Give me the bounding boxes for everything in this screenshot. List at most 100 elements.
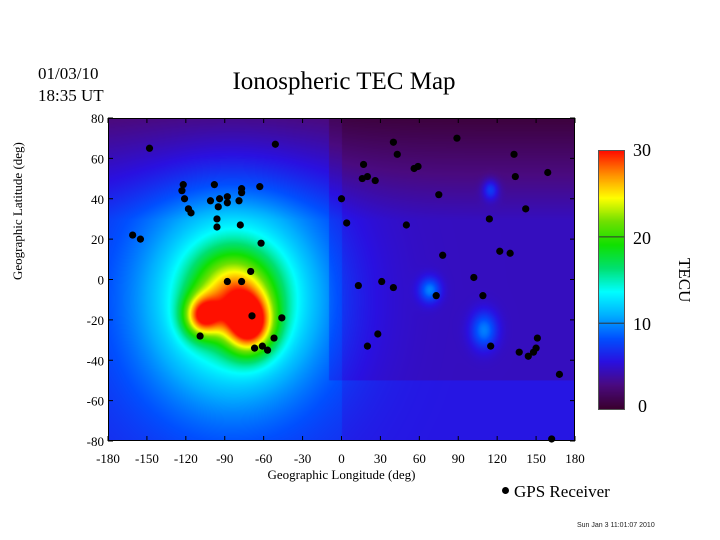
gps-receiver-point: [506, 249, 514, 257]
y-tick-label: 80: [91, 111, 104, 126]
gps-receiver-point: [354, 281, 362, 290]
gps-receiver-point: [555, 370, 564, 378]
gps-receiver-point: [496, 247, 504, 255]
x-tick-label: 60: [413, 451, 426, 466]
colorbar-tick-label: 20: [633, 228, 651, 248]
gps-receiver-point: [236, 221, 244, 229]
gps-receiver-point: [533, 334, 541, 342]
y-tick-label: 20: [91, 232, 104, 247]
timestamp: Sun Jan 3 11:01:07 2010: [577, 522, 655, 529]
gps-receiver-point: [250, 344, 259, 352]
gps-receiver-point: [180, 195, 189, 203]
gps-receiver-point: [389, 283, 397, 292]
gps-receiver-point: [374, 330, 382, 338]
gps-receiver-point: [178, 187, 186, 195]
gps-receiver-point: [206, 197, 215, 205]
gps-receiver-point: [389, 138, 397, 146]
gps-receiver-point: [238, 277, 246, 286]
y-tick-label: -80: [87, 434, 104, 449]
receiver-dot-icon: [502, 487, 509, 494]
time-label: 18:35 UT: [38, 86, 104, 105]
gps-receiver-point: [522, 205, 530, 213]
date-label: 01/03/10: [38, 64, 99, 83]
gps-receiver-point: [378, 277, 386, 286]
gps-receiver-point: [187, 209, 195, 217]
colorbar-tick-label: 10: [633, 314, 651, 334]
x-tick-label: -120: [174, 451, 198, 466]
colorbar-label: TECU: [675, 258, 694, 303]
legend: GPS Receiver: [502, 482, 610, 502]
gps-receiver-point: [524, 352, 532, 360]
x-tick-label: 30: [374, 451, 387, 466]
gps-receiver-point: [548, 435, 556, 443]
x-axis-label: Geographic Longitude (deg): [267, 467, 416, 482]
chart-title-text: Ionospheric TEC Map: [232, 68, 456, 95]
x-tick-label: -30: [294, 451, 311, 466]
x-tick-label: -90: [216, 451, 233, 466]
x-tick-label: 90: [452, 451, 465, 466]
gps-receiver-point: [371, 176, 379, 185]
gps-receiver-point: [210, 181, 218, 189]
gps-receiver-point: [414, 162, 422, 171]
gps-receiver-point: [532, 344, 540, 352]
y-tick-label: -60: [87, 394, 104, 409]
gps-receiver-point: [544, 168, 552, 177]
gps-receiver-point: [136, 235, 145, 243]
gps-receiver-point: [470, 273, 478, 282]
gps-receiver-point: [179, 181, 187, 189]
gps-receiver-point: [337, 195, 346, 203]
gps-receiver-point: [270, 334, 278, 342]
gps-receiver-point: [213, 223, 221, 231]
gps-receiver-point: [359, 160, 368, 169]
gps-receiver-point: [248, 312, 256, 320]
gps-receiver-point: [278, 314, 286, 322]
x-tick-label: -150: [135, 451, 159, 466]
gps-receiver-point: [479, 292, 487, 300]
gps-receiver-point: [343, 219, 351, 227]
gps-receiver-point: [393, 150, 401, 158]
gps-receiver-point: [247, 267, 255, 276]
gps-receiver-point: [402, 221, 410, 229]
gps-receiver-point: [487, 342, 495, 350]
gps-receiver-point: [363, 342, 372, 350]
y-tick-label: 0: [98, 273, 105, 288]
gps-receiver-point: [145, 144, 154, 152]
x-tick-label: 0: [338, 451, 345, 466]
gps-receiver-point: [214, 203, 222, 211]
legend-label: GPS Receiver: [514, 482, 610, 501]
gps-receiver-point: [238, 189, 246, 197]
y-axis-label: Geographic Latitude (deg): [10, 142, 25, 280]
gps-receiver-point: [129, 231, 137, 239]
gps-receiver-point: [258, 342, 266, 350]
colorbar-tick-label: 30: [633, 140, 651, 160]
colorbar-tick-label: 0: [638, 396, 647, 416]
gps-receiver-point: [257, 239, 265, 247]
x-tick-label: 120: [487, 451, 507, 466]
gps-receiver-point: [196, 332, 204, 340]
gps-receiver-point: [363, 172, 372, 181]
gps-receiver-point: [511, 172, 519, 181]
gps-receiver-point: [213, 215, 221, 223]
gps-receiver-point: [432, 292, 440, 300]
gps-receiver-point: [215, 195, 224, 203]
y-tick-label: -20: [87, 313, 104, 328]
x-tick-label: -60: [255, 451, 272, 466]
y-tick-label: 60: [91, 151, 104, 166]
gps-receiver-point: [235, 197, 243, 205]
gps-receiver-point: [453, 134, 461, 142]
y-tick-label: -40: [87, 353, 104, 368]
gps-receiver-point: [435, 191, 443, 199]
colorbar: [598, 150, 625, 410]
chart-title: Ionospheric TEC Map: [0, 68, 720, 96]
x-tick-label: 180: [565, 451, 585, 466]
gps-receiver-point: [223, 199, 231, 207]
x-tick-label: 150: [526, 451, 546, 466]
gps-receiver-point: [485, 215, 493, 223]
gps-receiver-point: [256, 183, 264, 191]
gps-receiver-point: [515, 348, 523, 356]
x-tick-label: -180: [96, 451, 120, 466]
y-tick-label: 40: [91, 192, 104, 207]
gps-receiver-point: [271, 140, 279, 148]
gps-receiver-point: [223, 193, 231, 201]
